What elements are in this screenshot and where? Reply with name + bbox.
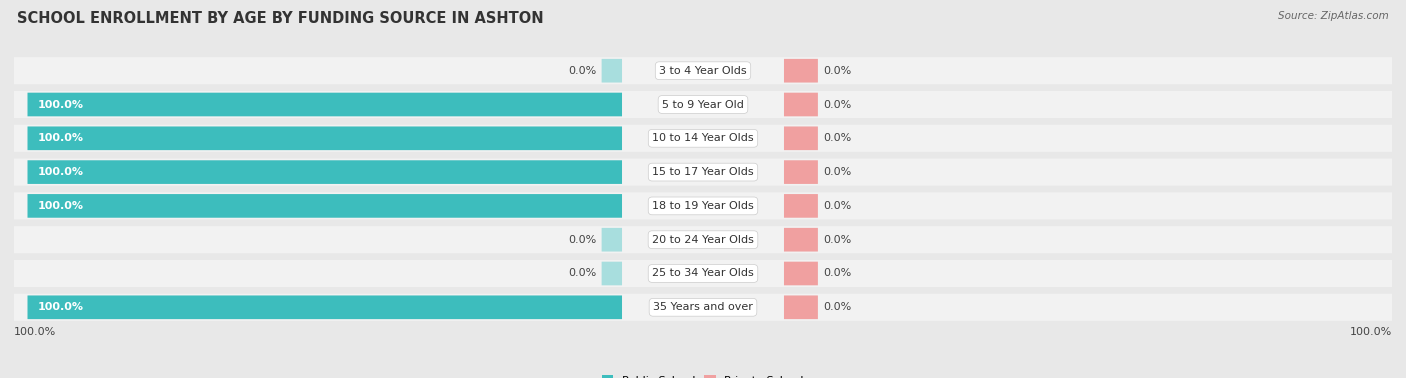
Text: 0.0%: 0.0%: [568, 235, 596, 245]
FancyBboxPatch shape: [785, 194, 818, 218]
FancyBboxPatch shape: [14, 260, 1392, 287]
Text: 0.0%: 0.0%: [824, 235, 852, 245]
FancyBboxPatch shape: [602, 262, 621, 285]
FancyBboxPatch shape: [14, 159, 1392, 186]
FancyBboxPatch shape: [785, 228, 818, 251]
Text: Source: ZipAtlas.com: Source: ZipAtlas.com: [1278, 11, 1389, 21]
FancyBboxPatch shape: [602, 228, 621, 251]
Text: 5 to 9 Year Old: 5 to 9 Year Old: [662, 99, 744, 110]
FancyBboxPatch shape: [14, 91, 1392, 118]
Text: 0.0%: 0.0%: [824, 201, 852, 211]
Text: 100.0%: 100.0%: [1350, 327, 1392, 337]
FancyBboxPatch shape: [14, 125, 1392, 152]
FancyBboxPatch shape: [785, 93, 818, 116]
Text: SCHOOL ENROLLMENT BY AGE BY FUNDING SOURCE IN ASHTON: SCHOOL ENROLLMENT BY AGE BY FUNDING SOUR…: [17, 11, 544, 26]
FancyBboxPatch shape: [785, 262, 818, 285]
FancyBboxPatch shape: [14, 57, 1392, 84]
Text: 0.0%: 0.0%: [568, 268, 596, 279]
FancyBboxPatch shape: [28, 127, 621, 150]
FancyBboxPatch shape: [28, 93, 621, 116]
Text: 100.0%: 100.0%: [38, 99, 84, 110]
FancyBboxPatch shape: [785, 160, 818, 184]
FancyBboxPatch shape: [28, 296, 621, 319]
Text: 0.0%: 0.0%: [824, 99, 852, 110]
FancyBboxPatch shape: [28, 160, 621, 184]
Text: 25 to 34 Year Olds: 25 to 34 Year Olds: [652, 268, 754, 279]
FancyBboxPatch shape: [14, 226, 1392, 253]
Text: 100.0%: 100.0%: [38, 133, 84, 143]
Text: 15 to 17 Year Olds: 15 to 17 Year Olds: [652, 167, 754, 177]
Text: 100.0%: 100.0%: [38, 201, 84, 211]
Text: 100.0%: 100.0%: [38, 167, 84, 177]
FancyBboxPatch shape: [785, 127, 818, 150]
Text: 0.0%: 0.0%: [824, 167, 852, 177]
Text: 20 to 24 Year Olds: 20 to 24 Year Olds: [652, 235, 754, 245]
FancyBboxPatch shape: [602, 59, 621, 82]
Text: 100.0%: 100.0%: [14, 327, 56, 337]
Text: 0.0%: 0.0%: [824, 133, 852, 143]
Legend: Public School, Private School: Public School, Private School: [598, 371, 808, 378]
Text: 18 to 19 Year Olds: 18 to 19 Year Olds: [652, 201, 754, 211]
FancyBboxPatch shape: [14, 192, 1392, 219]
FancyBboxPatch shape: [14, 294, 1392, 321]
Text: 0.0%: 0.0%: [824, 66, 852, 76]
Text: 10 to 14 Year Olds: 10 to 14 Year Olds: [652, 133, 754, 143]
Text: 0.0%: 0.0%: [568, 66, 596, 76]
Text: 35 Years and over: 35 Years and over: [652, 302, 754, 312]
Text: 0.0%: 0.0%: [824, 268, 852, 279]
FancyBboxPatch shape: [28, 194, 621, 218]
FancyBboxPatch shape: [785, 59, 818, 82]
Text: 0.0%: 0.0%: [824, 302, 852, 312]
Text: 100.0%: 100.0%: [38, 302, 84, 312]
FancyBboxPatch shape: [785, 296, 818, 319]
Text: 3 to 4 Year Olds: 3 to 4 Year Olds: [659, 66, 747, 76]
